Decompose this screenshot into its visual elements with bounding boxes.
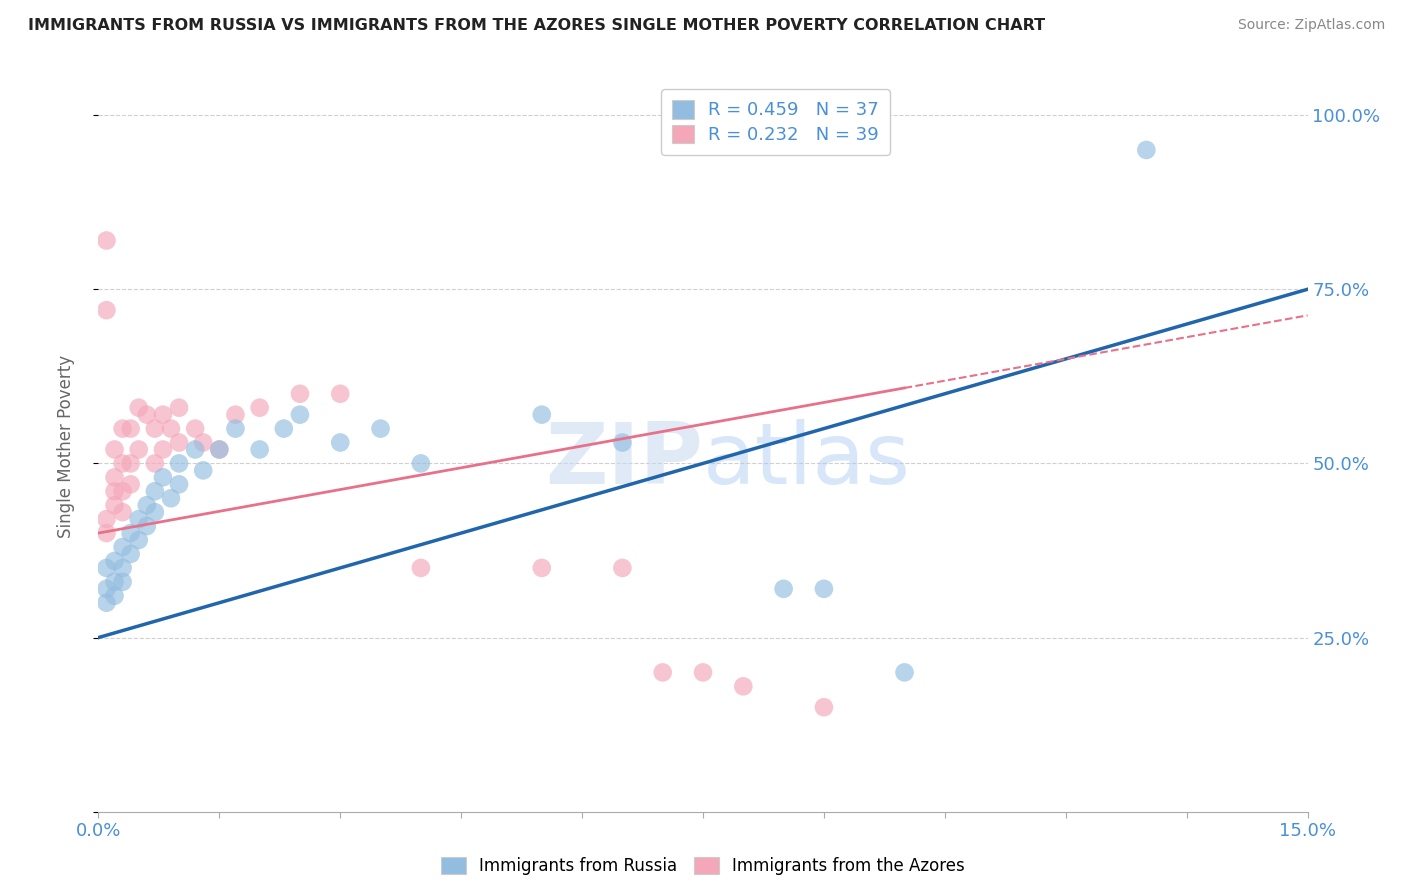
Point xyxy=(96,596,118,610)
Point xyxy=(143,484,166,499)
Point xyxy=(152,408,174,422)
Point xyxy=(224,421,246,435)
Legend: Immigrants from Russia, Immigrants from the Azores: Immigrants from Russia, Immigrants from … xyxy=(434,850,972,882)
Point xyxy=(103,574,125,589)
Point xyxy=(111,561,134,575)
Point xyxy=(152,442,174,457)
Point xyxy=(103,554,125,568)
Point xyxy=(612,435,634,450)
Point xyxy=(103,470,125,484)
Point xyxy=(370,421,392,435)
Point xyxy=(111,484,134,499)
Point xyxy=(120,547,142,561)
Y-axis label: Single Mother Poverty: Single Mother Poverty xyxy=(56,354,75,538)
Point xyxy=(128,533,150,547)
Point xyxy=(143,505,166,519)
Point xyxy=(143,457,166,471)
Point xyxy=(120,457,142,471)
Point xyxy=(111,505,134,519)
Point xyxy=(288,408,311,422)
Point xyxy=(329,386,352,401)
Legend: R = 0.459   N = 37, R = 0.232   N = 39: R = 0.459 N = 37, R = 0.232 N = 39 xyxy=(661,89,890,155)
Point xyxy=(692,665,714,680)
Point xyxy=(111,457,134,471)
Point xyxy=(167,477,190,491)
Point xyxy=(208,442,231,457)
Point xyxy=(103,484,125,499)
Point xyxy=(96,234,118,248)
Point xyxy=(96,582,118,596)
Text: ZIP: ZIP xyxy=(546,419,703,502)
Point xyxy=(530,561,553,575)
Point xyxy=(120,526,142,541)
Point xyxy=(409,561,432,575)
Point xyxy=(96,526,118,541)
Point xyxy=(167,457,190,471)
Point xyxy=(103,498,125,512)
Point xyxy=(111,540,134,554)
Point xyxy=(128,401,150,415)
Point xyxy=(813,582,835,596)
Text: IMMIGRANTS FROM RUSSIA VS IMMIGRANTS FROM THE AZORES SINGLE MOTHER POVERTY CORRE: IMMIGRANTS FROM RUSSIA VS IMMIGRANTS FRO… xyxy=(28,18,1045,33)
Point xyxy=(1135,143,1157,157)
Point xyxy=(103,589,125,603)
Point xyxy=(813,700,835,714)
Point xyxy=(96,561,118,575)
Point xyxy=(193,435,215,450)
Point xyxy=(135,498,157,512)
Text: atlas: atlas xyxy=(703,419,911,502)
Point xyxy=(111,421,134,435)
Point xyxy=(152,470,174,484)
Point xyxy=(120,421,142,435)
Point xyxy=(273,421,295,435)
Point xyxy=(128,512,150,526)
Point xyxy=(160,421,183,435)
Point xyxy=(224,408,246,422)
Point xyxy=(530,408,553,422)
Point xyxy=(135,519,157,533)
Point xyxy=(184,421,207,435)
Point xyxy=(208,442,231,457)
Point xyxy=(409,457,432,471)
Point xyxy=(167,435,190,450)
Point xyxy=(329,435,352,450)
Point xyxy=(143,421,166,435)
Point xyxy=(184,442,207,457)
Text: Source: ZipAtlas.com: Source: ZipAtlas.com xyxy=(1237,18,1385,32)
Point xyxy=(893,665,915,680)
Point xyxy=(772,582,794,596)
Point xyxy=(249,401,271,415)
Point xyxy=(167,401,190,415)
Point xyxy=(96,512,118,526)
Point xyxy=(288,386,311,401)
Point xyxy=(96,303,118,318)
Point xyxy=(135,408,157,422)
Point xyxy=(651,665,673,680)
Point xyxy=(128,442,150,457)
Point xyxy=(249,442,271,457)
Point xyxy=(160,491,183,506)
Point xyxy=(103,442,125,457)
Point xyxy=(111,574,134,589)
Point xyxy=(612,561,634,575)
Point xyxy=(193,463,215,477)
Point xyxy=(120,477,142,491)
Point xyxy=(733,679,755,693)
